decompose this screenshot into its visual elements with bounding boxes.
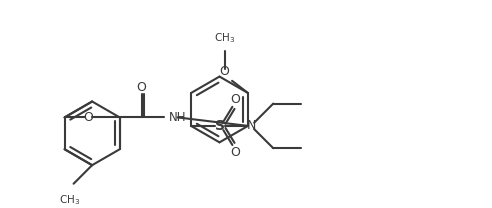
- Text: O: O: [84, 111, 93, 124]
- Text: CH$_3$: CH$_3$: [214, 31, 235, 45]
- Text: O: O: [230, 93, 240, 106]
- Text: N: N: [246, 119, 256, 132]
- Text: O: O: [137, 81, 147, 94]
- Text: CH$_3$: CH$_3$: [59, 193, 81, 207]
- Text: S: S: [215, 119, 225, 133]
- Text: O: O: [220, 65, 230, 78]
- Text: O: O: [230, 146, 240, 159]
- Text: NH: NH: [169, 111, 186, 124]
